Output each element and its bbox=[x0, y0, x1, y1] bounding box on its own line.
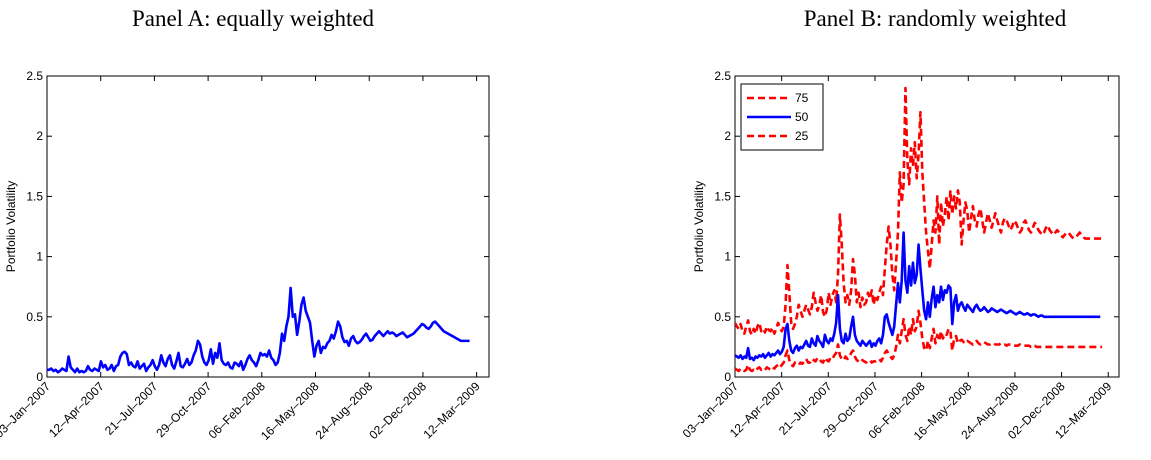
y-tick-label: 2 bbox=[724, 129, 731, 143]
y-tick-label: 1 bbox=[724, 250, 731, 264]
panel-b: Panel B: randomly weighted00.511.522.503… bbox=[680, 6, 1120, 443]
x-tick-label: 16–May–2008 bbox=[258, 379, 322, 443]
y-tick-label: 0.5 bbox=[714, 310, 731, 324]
x-tick-label: 02–Dec–2008 bbox=[366, 379, 429, 442]
series-line-50 bbox=[735, 231, 1101, 362]
legend-label: 50 bbox=[795, 110, 809, 124]
series-line bbox=[47, 286, 470, 374]
y-tick-label: 2.5 bbox=[26, 69, 43, 83]
x-tick-label: 03–Jan–2007 bbox=[0, 379, 53, 441]
y-tick-label: 1.5 bbox=[714, 189, 731, 203]
y-tick-label: 1 bbox=[36, 250, 43, 264]
series-line-25 bbox=[735, 309, 1103, 373]
legend: 75 50 25 bbox=[740, 83, 824, 151]
y-tick-label: 0 bbox=[724, 370, 731, 384]
series-line-75 bbox=[735, 86, 1105, 337]
plot-frame bbox=[46, 75, 490, 378]
y-tick-label: 2 bbox=[36, 129, 43, 143]
legend-label: 75 bbox=[795, 91, 809, 105]
legend-label: 25 bbox=[795, 129, 809, 143]
y-tick-label: 1.5 bbox=[26, 189, 43, 203]
y-tick-label: 0.5 bbox=[26, 310, 43, 324]
y-tick-label: 2.5 bbox=[714, 69, 731, 83]
panel-title: Panel B: randomly weighted bbox=[804, 6, 1067, 31]
x-tick-label: 12–Mar–2009 bbox=[420, 379, 482, 441]
y-axis-label: Portfolio Volatility bbox=[692, 181, 706, 272]
x-tick-label: 12–Apr–2007 bbox=[46, 379, 107, 440]
panel-title: Panel A: equally weighted bbox=[132, 6, 375, 31]
y-tick-label: 0 bbox=[36, 370, 43, 384]
y-axis-label: Portfolio Volatility bbox=[4, 181, 18, 272]
x-tick-label: 21–Jul–2007 bbox=[102, 379, 161, 438]
panel-a: Panel A: equally weighted 0 0.5 1 1.5 2 2.5 03–… bbox=[0, 6, 490, 443]
plot-frame bbox=[734, 75, 1120, 378]
